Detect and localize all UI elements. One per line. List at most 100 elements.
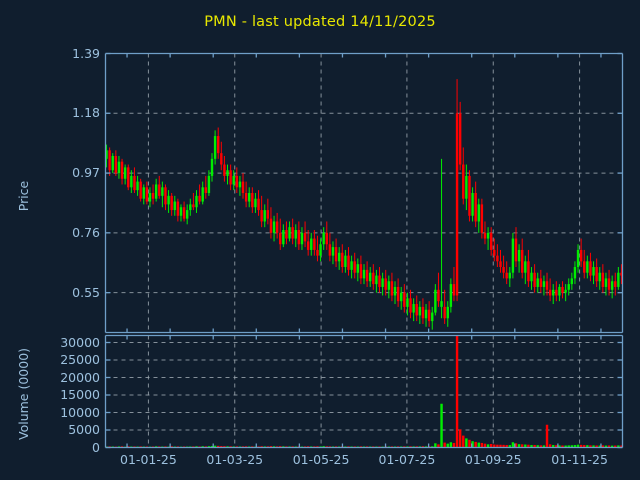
candle-body [533,272,536,287]
candle-body [570,278,574,285]
volume-ytick-label: 30000 [60,334,100,350]
candle-body [272,221,276,233]
candlestick [300,227,304,250]
x-axis-tick-label: 01-07-25 [378,452,436,467]
candlestick [341,244,344,273]
candle-body [303,232,307,242]
candle-body [505,272,508,279]
candlestick [474,181,477,228]
candle-body [514,238,518,262]
candlestick [412,298,415,322]
candle-body [185,210,189,219]
candlestick [210,153,214,182]
candlestick [334,238,338,268]
volume-bar [558,445,561,448]
candle-body [427,309,431,322]
candle-body [437,289,440,302]
candlestick [344,249,347,273]
candle-body [496,255,499,262]
candlestick [282,224,285,248]
candlestick [586,255,589,279]
candlestick [167,190,170,213]
candle-body [595,267,598,282]
candle-body [598,272,601,282]
candle-body [248,193,251,202]
candle-body [179,207,183,216]
candlestick [446,301,449,327]
candle-body [244,193,248,202]
candle-body [170,195,173,211]
volume-bar [468,439,471,448]
candlestick [362,264,366,285]
volume-bar [614,445,617,448]
volume-bar [223,446,226,448]
candle-body [589,261,592,276]
candlestick [207,170,211,196]
candle-body [440,301,443,307]
volume-bar [545,424,549,448]
candle-body [517,249,521,262]
volume-bar [598,445,601,448]
volume-bar [567,445,570,448]
volume-bar [527,444,530,448]
candlestick [381,272,384,296]
candlestick [576,244,580,273]
candle-body [319,244,322,256]
candle-body [117,161,121,174]
volume-bar [220,446,223,448]
candlestick [486,227,490,250]
candlestick [620,264,623,285]
candlestick [148,187,152,208]
volume-bar [536,445,539,448]
candle-body [226,170,229,176]
candlestick [229,164,232,191]
candlestick [331,241,335,265]
candle-body [210,158,214,176]
candle-body [257,198,260,211]
candle-body [471,193,474,216]
candle-body [347,255,350,270]
candlestick [263,204,266,228]
candlestick [114,150,118,176]
candlestick [443,289,446,324]
candlestick [384,269,387,296]
candlestick [232,170,235,191]
candlestick [533,264,536,293]
candlestick [220,141,223,171]
candle-body [449,284,453,307]
candlestick [213,130,217,165]
candle-body [607,278,611,290]
candle-body [207,175,211,193]
candlestick [310,232,313,256]
candlestick [248,187,251,208]
volume-bar [446,443,449,448]
candlestick [424,304,428,327]
candle-body [254,198,257,208]
candle-body [108,150,111,171]
candle-body [145,187,149,202]
candle-body [182,207,186,219]
candle-body [238,181,242,188]
candlestick [266,198,270,225]
candlestick [583,249,586,279]
candle-body [313,238,316,250]
candlestick [477,198,480,233]
candle-body [564,289,567,293]
candle-body [161,187,164,196]
volume-bar [458,429,462,448]
candlestick [161,181,164,208]
candle-body [130,175,133,188]
candle-body [164,187,167,205]
candle-body [266,210,270,219]
candlestick [136,175,139,196]
candle-body [412,304,415,313]
candle-body [561,286,564,293]
candlestick [365,261,369,287]
candlestick [415,295,418,322]
candle-body [458,113,462,165]
price-ytick-label: 0.97 [72,165,100,181]
candlestick [555,281,558,302]
candle-body [120,161,124,179]
candle-body [114,155,118,174]
